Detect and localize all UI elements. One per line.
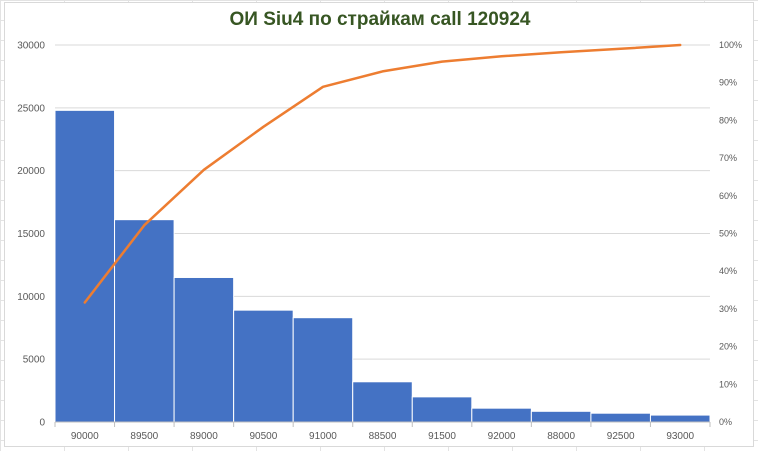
- x-tick-label: 89000: [190, 431, 218, 442]
- bar-series: [54, 109, 711, 423]
- cumulative-line-series: [83, 43, 682, 304]
- bar: [292, 317, 354, 423]
- x-tick-label: 92000: [488, 431, 516, 442]
- y-left-tick-label: 25000: [17, 103, 45, 114]
- x-tick-label: 92500: [607, 431, 635, 442]
- chart-title: ОИ Siu4 по страйкам call 120924: [229, 9, 531, 30]
- x-tick-label: 88000: [547, 431, 575, 442]
- x-tick-label: 89500: [130, 431, 158, 442]
- x-tick-label: 90000: [71, 431, 99, 442]
- left-axis: 0 5000 10000 15000 20000 25000 30000: [17, 41, 45, 429]
- y-left-tick-label: 30000: [17, 41, 45, 52]
- y-right-tick-label: 0%: [719, 417, 732, 427]
- category-axis: 90000 89500 89000 90500 91000 88500 91500 92000…: [54, 421, 711, 442]
- pareto-chart: 0 5000 10000 15000 20000 25000 30000 0% 10% 20% 3…: [17, 40, 742, 442]
- bar: [411, 396, 473, 423]
- y-left-tick-label: 10000: [17, 292, 45, 303]
- bar: [590, 412, 651, 423]
- x-tick-label: 93000: [666, 431, 694, 442]
- y-right-tick-label: 10%: [719, 379, 737, 389]
- y-right-tick-label: 20%: [719, 342, 737, 352]
- y-left-tick-label: 0: [39, 418, 45, 429]
- y-right-tick-label: 60%: [719, 191, 737, 201]
- y-right-tick-label: 90%: [719, 78, 737, 88]
- right-axis: 0% 10% 20% 30% 40% 50% 60% 70% 80% 90% 100%: [719, 40, 742, 427]
- x-tick-label: 91500: [428, 431, 456, 442]
- y-left-tick-label: 5000: [23, 355, 46, 366]
- bar: [173, 276, 235, 423]
- y-right-tick-label: 50%: [719, 229, 737, 239]
- y-right-tick-label: 40%: [719, 266, 737, 276]
- y-left-tick-label: 15000: [17, 229, 45, 240]
- bar: [530, 410, 592, 423]
- x-tick-label: 88500: [369, 431, 397, 442]
- x-tick-label: 90500: [250, 431, 278, 442]
- y-right-tick-label: 70%: [719, 153, 737, 163]
- bar: [233, 309, 294, 423]
- y-right-tick-label: 80%: [719, 115, 737, 125]
- y-right-tick-label: 100%: [719, 40, 742, 50]
- bar: [114, 219, 175, 423]
- bar: [471, 407, 532, 423]
- bar: [54, 109, 116, 423]
- bar: [649, 414, 711, 423]
- bar: [352, 381, 413, 423]
- y-left-tick-label: 20000: [17, 166, 45, 177]
- x-tick-label: 91000: [309, 431, 337, 442]
- y-right-tick-label: 30%: [719, 304, 737, 314]
- chart-area[interactable]: ОИ Siu4 по страйкам call 120924 0 5000 100…: [4, 2, 754, 447]
